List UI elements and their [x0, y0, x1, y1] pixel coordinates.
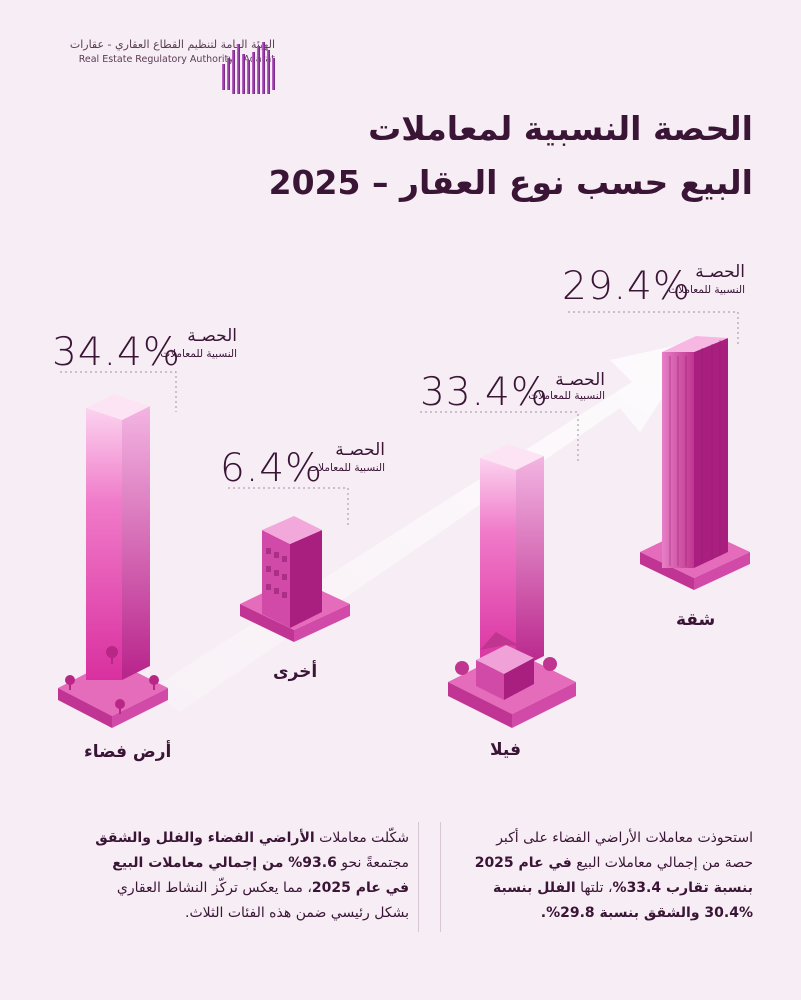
- title-line-1: الحصة النسبية لمعاملات: [368, 109, 753, 148]
- note-right-line-1: استحوذت معاملات الأراضي الفضاء على أكبر: [496, 830, 753, 846]
- bar-land-front: [86, 408, 122, 680]
- note-right: استحوذت معاملات الأراضي الفضاء على أكبر …: [433, 826, 753, 926]
- title-line-2: البيع حسب نوع العقار – 2025: [268, 163, 753, 202]
- category-label-villa: فيلا: [490, 740, 521, 760]
- bar-apartment-top: [662, 336, 728, 352]
- aqarat-logo-icon: [222, 42, 275, 94]
- villa-house-icon: [455, 632, 557, 700]
- bar-land-top: [86, 394, 150, 420]
- note-left-line-1-bold: الأراضي الفضاء والفلل والشقق: [95, 830, 315, 846]
- note-right-line-2: حصة من إجمالي معاملات البيع: [571, 855, 753, 871]
- share-sublabel-land: النسبية للمعاملات: [160, 348, 237, 360]
- category-label-land: أرض فضاء: [84, 742, 172, 762]
- value-label-villa: 33.4%: [420, 370, 549, 415]
- category-label-other: أخرى: [273, 662, 318, 682]
- logo-arabic-text: الهيئة العامة لتنظيم القطاع العقاري - عق…: [69, 38, 275, 51]
- apartment-tower-icon: [669, 340, 721, 566]
- value-label-apartment: 29.4%: [562, 264, 691, 309]
- logo-english-text: Real Estate Regulatory Authority - Aqara…: [78, 54, 275, 65]
- note-left-line-3-bold: في عام 2025: [311, 880, 409, 896]
- bar-other: [240, 516, 350, 642]
- page-title: الحصة النسبية لمعاملات البيع حسب نوع الع…: [153, 102, 753, 210]
- share-label-apartment: الحصـة: [695, 262, 745, 282]
- note-right-line-3-bold: بنسبة تقارب 33.4%: [612, 880, 753, 896]
- note-left: شكّلت معاملات الأراضي الفضاء والفلل والش…: [39, 826, 409, 926]
- note-right-line-3-bold-2: الفلل بنسبة: [492, 880, 576, 896]
- bar-land: [58, 394, 168, 728]
- share-sublabel-other: النسبية للمعاملات: [308, 462, 385, 474]
- notes-divider: [418, 822, 419, 932]
- bar-apartment: [640, 336, 750, 590]
- bar-apartment-side: [694, 338, 728, 568]
- land-plot-icon: [65, 646, 159, 714]
- notes-divider-2: [440, 822, 441, 932]
- note-left-line-4: بشكل رئيسي ضمن هذه الفئات الثلاث.: [185, 905, 409, 921]
- value-label-other: 6.4%: [220, 446, 324, 491]
- bar-villa: [448, 444, 576, 728]
- note-right-line-3: ، تلتها: [575, 880, 613, 896]
- share-sublabel-villa: النسبية للمعاملات: [528, 390, 605, 402]
- authority-logo: الهيئة العامة لتنظيم القطاع العقاري - عق…: [55, 38, 275, 65]
- office-building-icon: [262, 516, 322, 628]
- note-left-line-1: شكّلت معاملات: [314, 830, 409, 846]
- share-label-land: الحصـة: [187, 326, 237, 346]
- bar-villa-side: [516, 456, 544, 670]
- share-sublabel-apartment: النسبية للمعاملات: [668, 284, 745, 296]
- bar-villa-top: [480, 444, 544, 470]
- share-label-villa: الحصـة: [555, 370, 605, 390]
- leader-lines: [60, 311, 739, 526]
- bar-land-side: [122, 406, 150, 680]
- share-label-other: الحصـة: [335, 440, 385, 460]
- category-label-apartment: شقة: [676, 610, 716, 630]
- note-right-line-2-bold: في عام 2025: [474, 855, 572, 871]
- note-left-line-2: مجتمعةً نحو: [336, 855, 409, 871]
- note-left-line-3: ، مما يعكس تركّز النشاط العقاري: [116, 880, 312, 896]
- note-right-line-4-bold: 30.4% والشقق بنسبة 29.8%.: [540, 905, 753, 921]
- note-left-line-2-bold: 93.6% من إجمالي معاملات البيع: [112, 855, 337, 871]
- value-label-land: 34.4%: [52, 330, 181, 375]
